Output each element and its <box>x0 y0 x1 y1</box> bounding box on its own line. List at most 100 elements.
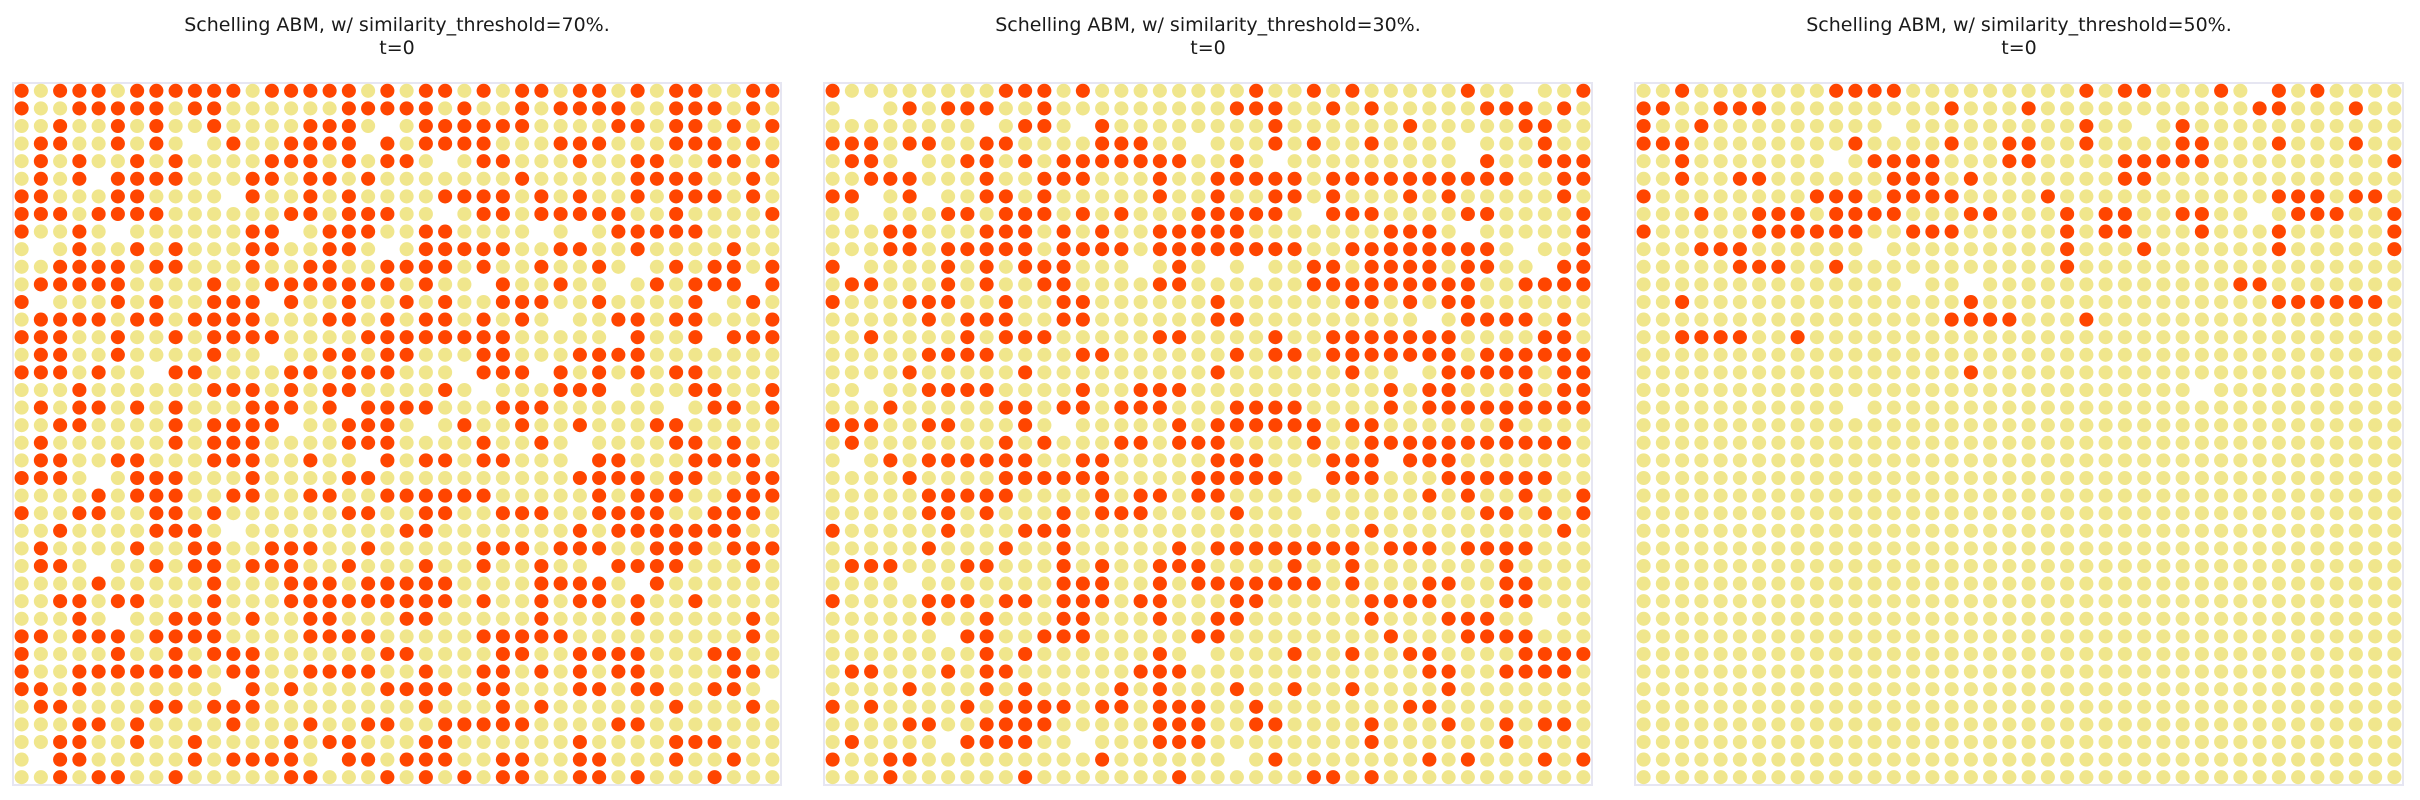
agent-point-group-b <box>1925 118 1940 134</box>
agent-point-group-b <box>1537 242 1552 257</box>
agent-point-group-a <box>669 189 684 204</box>
agent-point-group-b <box>1326 699 1341 714</box>
agent-point-group-a <box>245 418 260 433</box>
agent-point-group-b <box>825 682 840 697</box>
agent-point-group-b <box>2175 242 2190 257</box>
agent-point-group-a <box>1287 400 1302 415</box>
agent-point-group-a <box>53 594 68 609</box>
agent-point-group-b <box>1636 435 1651 450</box>
agent-point-group-b <box>998 418 1013 433</box>
agent-point-group-b <box>1925 717 1940 732</box>
agent-point-group-b <box>669 154 684 169</box>
agent-point-group-b <box>1383 206 1398 222</box>
agent-point-group-b <box>1867 101 1882 116</box>
agent-point-group-b <box>2137 453 2152 468</box>
agent-point-group-b <box>844 206 859 222</box>
agent-point-group-a <box>303 664 318 679</box>
agent-point-group-b <box>187 277 202 292</box>
agent-point-group-b <box>1191 523 1206 538</box>
agent-point-group-a <box>1518 646 1533 662</box>
agent-point-group-b <box>1848 330 1863 345</box>
agent-point-group-b <box>53 171 68 186</box>
agent-point-group-a <box>1306 435 1321 450</box>
agent-point-group-b <box>168 101 183 116</box>
agent-point-group-b <box>1537 734 1552 750</box>
agent-point-group-b <box>864 435 879 450</box>
agent-point-group-b <box>72 558 87 574</box>
agent-point-group-b <box>2329 418 2344 433</box>
agent-point-group-b <box>322 506 337 521</box>
agent-point-group-b <box>2137 541 2152 556</box>
agent-point-group-b <box>1809 523 1824 538</box>
agent-point-group-b <box>2368 154 2383 169</box>
agent-point-group-b <box>2252 154 2267 169</box>
agent-point-group-a <box>1133 506 1148 521</box>
agent-point-group-b <box>1752 646 1767 662</box>
agent-point-group-b <box>2214 734 2229 750</box>
agent-point-group-b <box>322 206 337 222</box>
agent-point-group-a <box>1403 435 1418 450</box>
agent-point-group-a <box>1906 171 1921 186</box>
agent-point-group-b <box>1306 382 1321 398</box>
agent-point-group-b <box>1694 453 1709 468</box>
agent-point-group-b <box>1441 752 1456 767</box>
agent-point-group-a <box>630 312 645 327</box>
agent-point-group-b <box>1133 453 1148 468</box>
agent-point-group-a <box>1383 594 1398 609</box>
agent-point-group-a <box>941 277 956 292</box>
agent-point-group-a <box>1229 611 1244 626</box>
agent-point-group-b <box>2291 717 2306 732</box>
agent-point-group-b <box>2252 664 2267 679</box>
agent-point-group-b <box>688 488 703 503</box>
agent-point-group-b <box>592 242 607 257</box>
agent-point-group-b <box>960 506 975 521</box>
agent-point-group-a <box>902 752 917 767</box>
agent-point-group-b <box>1886 101 1901 116</box>
agent-point-group-a <box>630 154 645 169</box>
agent-point-group-b <box>207 189 222 204</box>
agent-point-group-a <box>1152 646 1167 662</box>
agent-point-group-b <box>2214 365 2229 380</box>
agent-point-group-b <box>418 435 433 450</box>
agent-point-group-a <box>1018 330 1033 345</box>
agent-point-group-a <box>1133 136 1148 151</box>
agent-point-group-b <box>1326 224 1341 239</box>
agent-point-group-a <box>284 558 299 574</box>
agent-point-group-b <box>2137 294 2152 310</box>
agent-point-group-b <box>1906 664 1921 679</box>
agent-point-group-b <box>883 347 898 362</box>
agent-point-group-b <box>1944 83 1959 98</box>
grid-plot-3 <box>1634 82 2404 786</box>
agent-point-group-b <box>1345 629 1360 644</box>
agent-point-group-b <box>1326 717 1341 732</box>
agent-point-group-b <box>1636 488 1651 503</box>
agent-point-group-b <box>1694 629 1709 644</box>
agent-point-group-b <box>1518 136 1533 151</box>
agent-point-group-b <box>1752 470 1767 486</box>
agent-point-group-a <box>33 558 48 574</box>
agent-point-group-b <box>825 558 840 574</box>
agent-point-group-b <box>1422 523 1437 538</box>
agent-point-group-b <box>2040 382 2055 398</box>
agent-point-group-b <box>245 154 260 169</box>
agent-point-group-b <box>322 189 337 204</box>
agent-point-group-b <box>1306 312 1321 327</box>
agent-point-group-b <box>649 752 664 767</box>
agent-point-group-a <box>1364 523 1379 538</box>
agent-point-group-b <box>2214 453 2229 468</box>
agent-point-group-b <box>2348 330 2363 345</box>
agent-point-group-b <box>1114 418 1129 433</box>
agent-point-group-a <box>1326 347 1341 362</box>
agent-point-group-a <box>902 294 917 310</box>
agent-point-group-b <box>2291 629 2306 644</box>
agent-point-group-b <box>2194 646 2209 662</box>
agent-point-group-b <box>1326 506 1341 521</box>
agent-point-group-b <box>572 259 587 274</box>
agent-point-group-b <box>2271 312 2286 327</box>
agent-point-group-b <box>110 418 125 433</box>
agent-point-group-b <box>53 664 68 679</box>
agent-point-group-b <box>1944 154 1959 169</box>
agent-point-group-b <box>438 558 453 574</box>
agent-point-group-a <box>630 770 645 785</box>
agent-point-group-b <box>1037 770 1052 785</box>
